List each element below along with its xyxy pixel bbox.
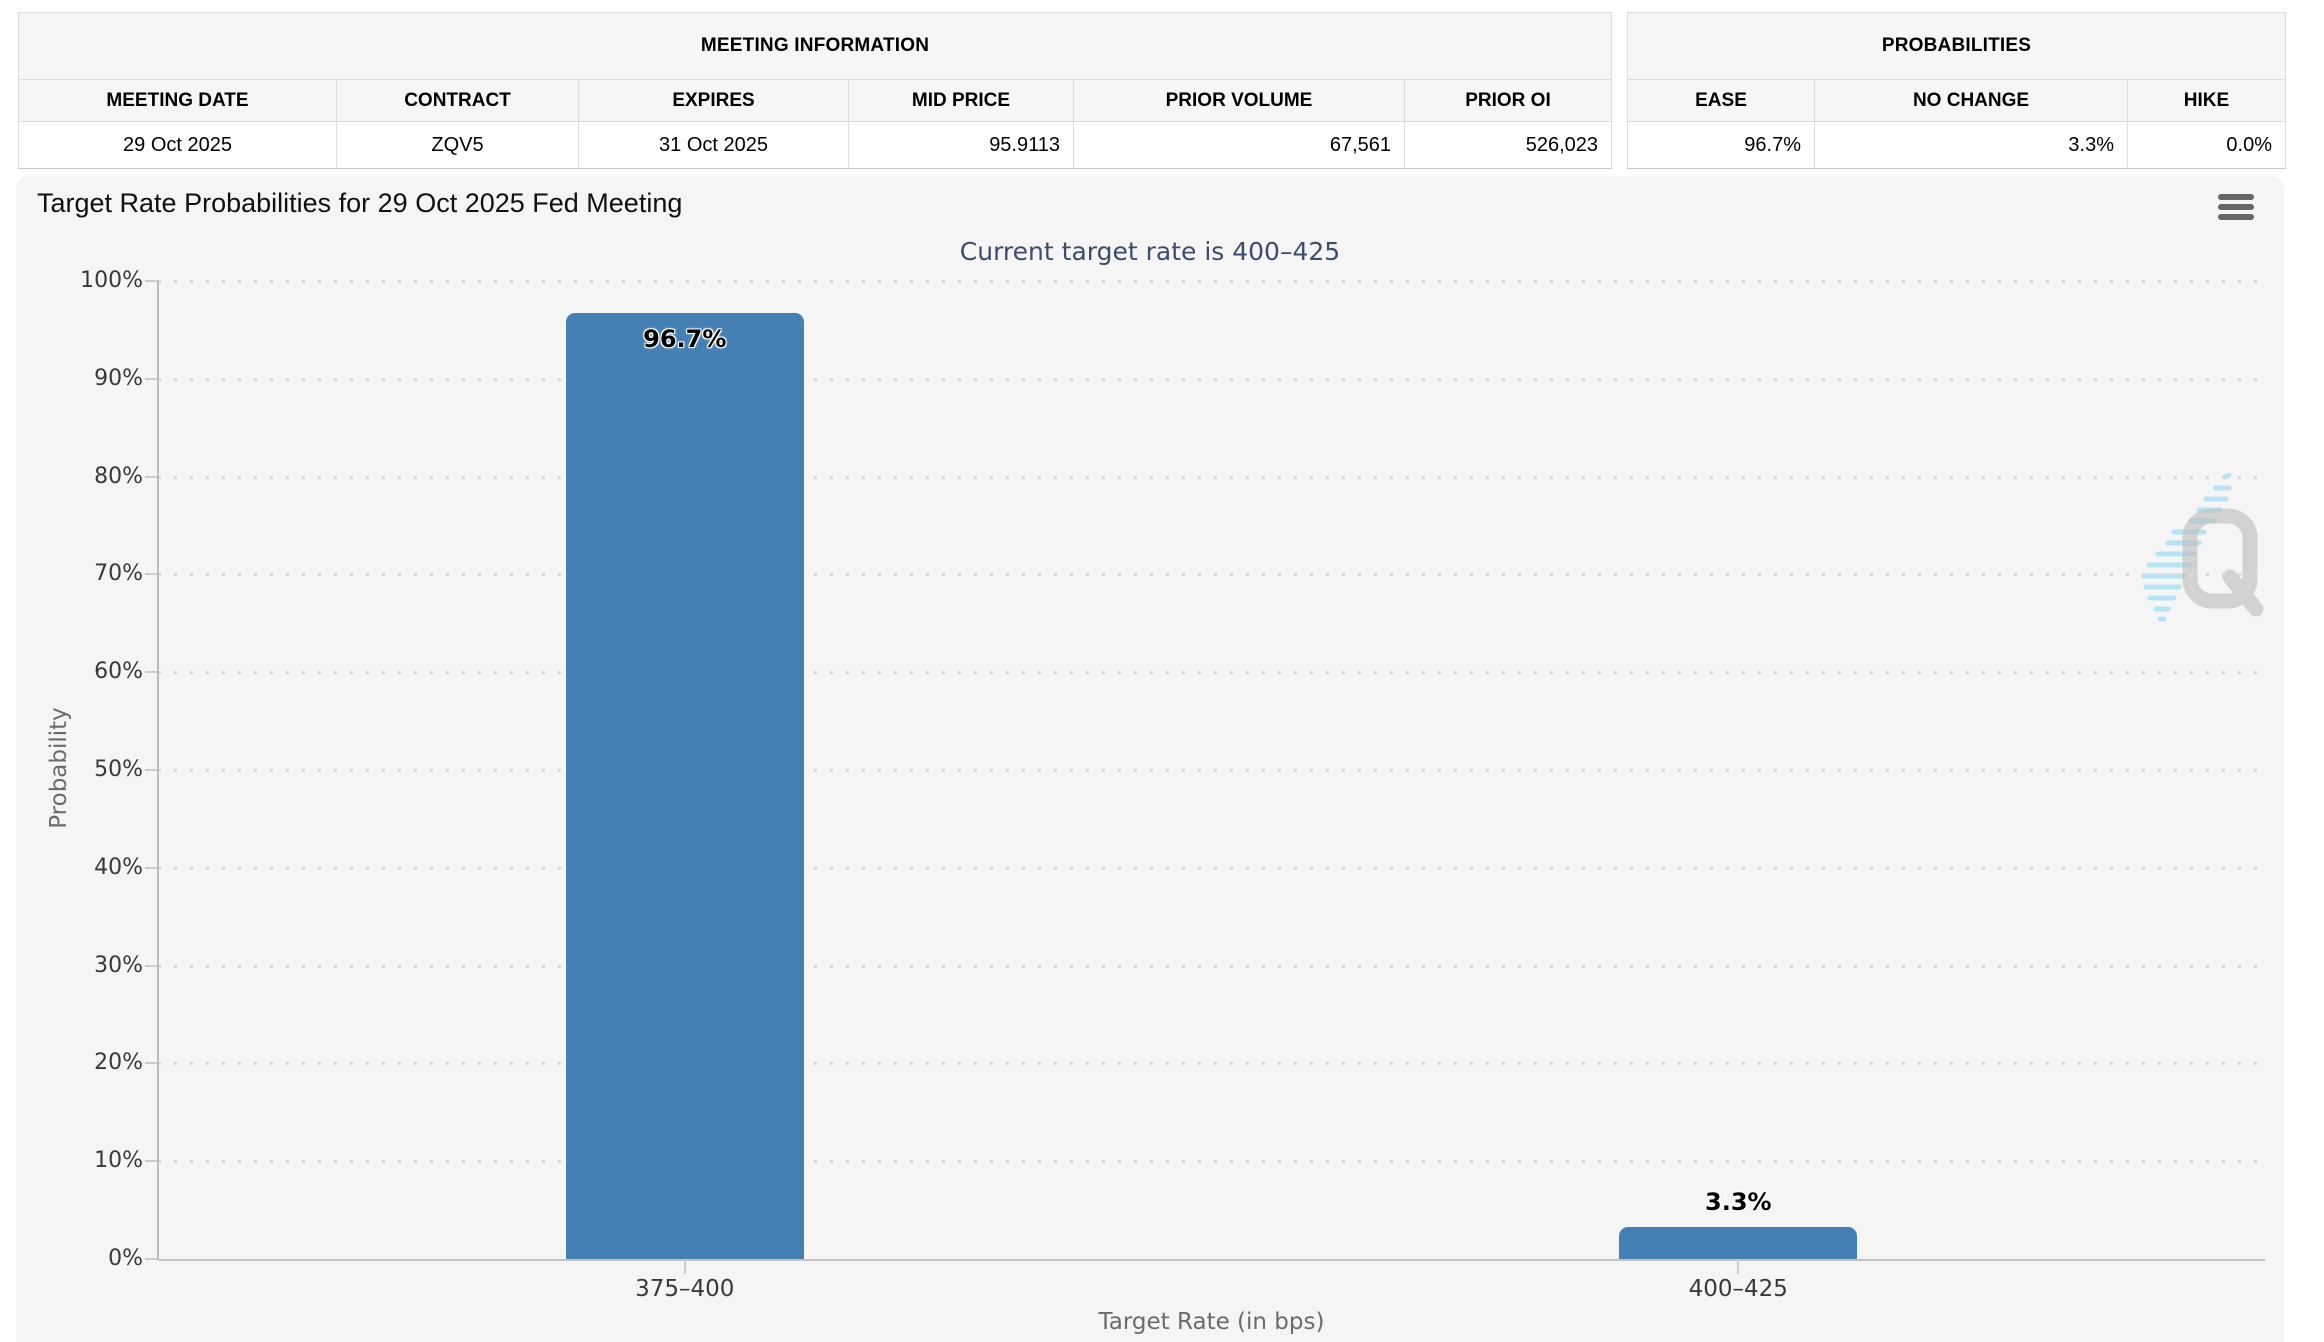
chart-title: Target Rate Probabilities for 29 Oct 202… [37,188,683,218]
quikstrike-q-logo-watermark [2141,472,2264,622]
gridline-50pct [158,769,2265,772]
table-cell: 3.3% [1814,121,2128,169]
column-header: MEETING DATE [18,79,337,122]
table-cell: 95.9113 [848,121,1074,169]
column-header: CONTRACT [336,79,579,122]
probability-bar-375–400[interactable] [565,313,804,1259]
y-axis-title: Probability [46,707,72,829]
table-cell: 67,561 [1073,121,1405,169]
y-axis-tick-mark [145,1160,158,1163]
y-axis-tick-mark [145,377,158,380]
gridline-70pct [158,573,2265,577]
column-header: EXPIRES [578,79,849,122]
gridline-100pct [158,280,2265,283]
table-cell: 96.7% [1627,121,1815,169]
probability-bar-400–425[interactable] [1619,1226,1858,1259]
table-header-row: MEETING DATE CONTRACT EXPIRES MID PRICE PRIO… [18,79,1612,122]
y-axis-tick-label: 90% [94,365,143,391]
gridline-90pct [158,377,2265,381]
y-axis-tick-label: 70% [94,561,143,587]
column-header: NO CHANGE [1814,79,2128,122]
table-cell: ZQV5 [336,121,579,169]
y-axis-tick-label: 80% [94,463,143,489]
y-axis-tick-mark [145,1062,158,1065]
y-axis-tick-label: 100% [80,268,143,293]
gridline-80pct [158,475,2265,479]
y-axis-tick-mark [145,671,158,674]
bar-data-label: 96.7% [643,325,727,354]
gridline-60pct [158,671,2265,675]
x-axis-tick-mark [1737,1259,1740,1274]
table-caption: MEETING INFORMATION [18,12,1612,80]
y-axis-tick-label: 0% [108,1246,143,1271]
y-axis-tick-label: 20% [94,1050,143,1076]
y-axis-tick-mark [145,573,158,576]
y-axis-line [157,281,159,1259]
column-header: PRIOR OI [1404,79,1612,122]
target-rate-probabilities-chart: Target Rate Probabilities for 29 Oct 202… [16,176,2284,1342]
x-axis-line [158,1259,2265,1261]
column-header: MID PRICE [848,79,1074,122]
bar-data-label: 3.3% [1705,1187,1772,1216]
x-axis-category-label: 375–400 [635,1276,735,1302]
table-cell: 0.0% [2127,121,2286,169]
chart-subtitle: Current target rate is 400–425 [959,237,1341,266]
meeting-information-table: MEETING INFORMATION MEETING DATE CONTRACT E… [18,12,1612,169]
gridline-10pct [158,1160,2265,1164]
gridline-30pct [158,964,2265,968]
gridline-40pct [158,866,2265,870]
table-header-row: EASE NO CHANGE HIKE [1627,79,2286,122]
y-axis-tick-label: 40% [94,854,143,880]
probabilities-table: PROBABILITIES EASE NO CHANGE HIKE 96.7% 3.3% 0… [1627,12,2286,169]
y-axis-tick-label: 50% [94,757,143,782]
x-axis-tick-mark [683,1259,686,1274]
table-cell: 29 Oct 2025 [18,121,337,169]
y-axis-tick-label: 10% [94,1148,143,1174]
table-cell: 526,023 [1404,121,1612,169]
table-cell: 31 Oct 2025 [578,121,849,169]
x-axis-title: Target Rate (in bps) [1098,1309,1325,1335]
table-caption: PROBABILITIES [1627,12,2286,80]
y-axis-tick-label: 30% [94,952,143,978]
y-axis-tick-label: 60% [94,659,143,685]
column-header: PRIOR VOLUME [1073,79,1405,122]
table-row: 96.7% 3.3% 0.0% [1627,121,2286,169]
column-header: EASE [1627,79,1815,122]
y-axis-tick-mark [145,964,158,967]
chart-menu-hamburger-icon[interactable] [2218,194,2256,222]
y-axis-tick-mark [145,769,158,771]
y-axis-tick-mark [145,280,158,282]
column-header: HIKE [2127,79,2286,122]
y-axis-tick-mark [145,866,158,869]
y-axis-tick-mark [145,475,158,478]
y-axis-tick-mark [145,1258,158,1260]
table-row: 29 Oct 2025 ZQV5 31 Oct 2025 95.9113 67,561 5… [18,121,1612,169]
x-axis-category-label: 400–425 [1688,1276,1788,1302]
gridline-20pct [158,1062,2265,1066]
